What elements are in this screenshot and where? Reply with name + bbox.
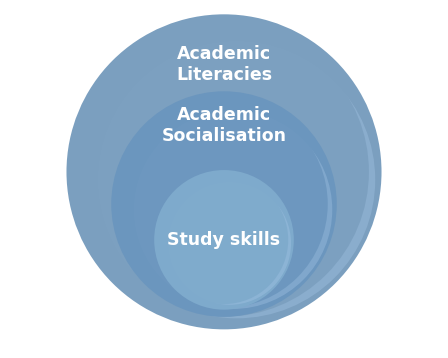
Circle shape	[120, 100, 328, 308]
Text: Study skills: Study skills	[168, 231, 280, 249]
Circle shape	[79, 27, 369, 317]
Circle shape	[160, 176, 288, 304]
Circle shape	[168, 182, 291, 305]
Text: Academic
Literacies: Academic Literacies	[176, 45, 272, 84]
Circle shape	[98, 41, 375, 318]
Text: Academic
Socialisation: Academic Socialisation	[161, 106, 287, 145]
Circle shape	[66, 14, 382, 329]
Circle shape	[111, 91, 337, 317]
Circle shape	[134, 111, 332, 309]
Circle shape	[154, 170, 294, 310]
